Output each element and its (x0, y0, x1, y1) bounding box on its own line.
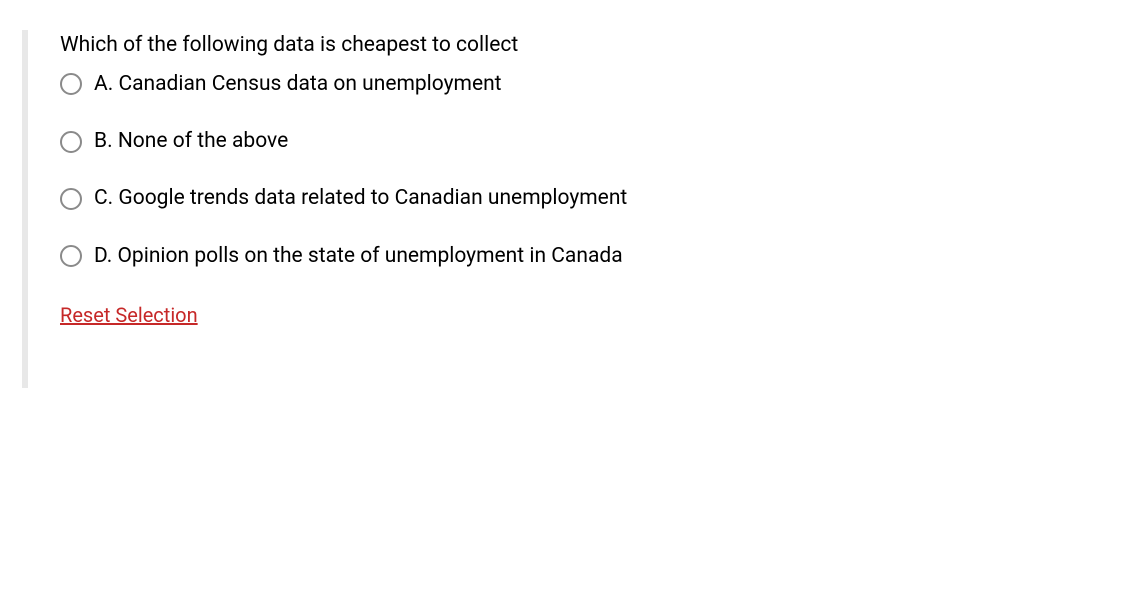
question-prompt: Which of the following data is cheapest … (60, 30, 1086, 62)
question-container: Which of the following data is cheapest … (22, 30, 1086, 388)
option-label-d[interactable]: D. Opinion polls on the state of unemplo… (94, 242, 623, 271)
option-row-d[interactable]: D. Opinion polls on the state of unemplo… (60, 242, 1086, 271)
option-row-a[interactable]: A. Canadian Census data on unemployment (60, 70, 1086, 99)
radio-button-a[interactable] (60, 73, 82, 95)
option-row-b[interactable]: B. None of the above (60, 127, 1086, 156)
reset-selection-link[interactable]: Reset Selection (60, 303, 198, 327)
radio-button-b[interactable] (60, 131, 82, 153)
radio-button-c[interactable] (60, 188, 82, 210)
option-label-a[interactable]: A. Canadian Census data on unemployment (94, 70, 502, 99)
option-label-c[interactable]: C. Google trends data related to Canadia… (94, 184, 627, 213)
option-label-b[interactable]: B. None of the above (94, 127, 288, 156)
radio-button-d[interactable] (60, 245, 82, 267)
option-row-c[interactable]: C. Google trends data related to Canadia… (60, 184, 1086, 213)
